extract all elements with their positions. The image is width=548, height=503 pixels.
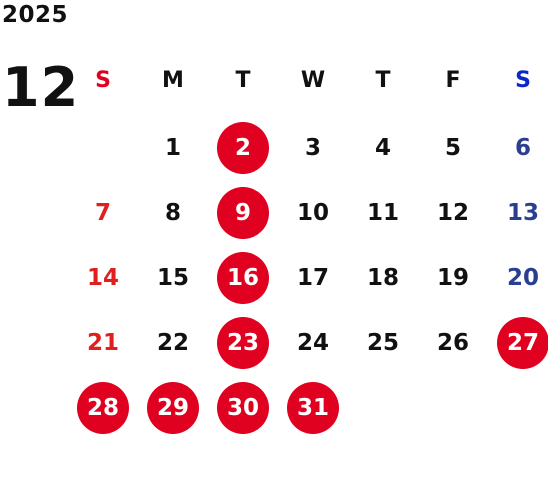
day-number: 19 bbox=[436, 264, 469, 291]
weekday-header-tuesday: T bbox=[235, 67, 251, 93]
year-label: 2025 bbox=[2, 2, 69, 28]
day-cell: 6 bbox=[488, 115, 548, 180]
day-cell: 17 bbox=[278, 245, 348, 310]
day-number: 20 bbox=[506, 264, 539, 291]
weekday-header-wednesday: W bbox=[300, 67, 326, 93]
day-cell: 26 bbox=[418, 310, 488, 375]
day-number: 10 bbox=[296, 199, 329, 226]
day-number: 8 bbox=[164, 199, 181, 226]
day-number: 30 bbox=[217, 381, 269, 434]
day-number: 12 bbox=[436, 199, 469, 226]
day-number: 6 bbox=[514, 134, 531, 161]
day-cell: 15 bbox=[138, 245, 208, 310]
day-cell: 28 bbox=[68, 375, 138, 440]
weekday-header-sunday: S bbox=[95, 67, 111, 93]
day-number: 25 bbox=[366, 329, 399, 356]
day-cell: 24 bbox=[278, 310, 348, 375]
day-cell: 4 bbox=[348, 115, 418, 180]
day-number: 18 bbox=[366, 264, 399, 291]
day-number: 16 bbox=[217, 251, 269, 304]
day-number: 24 bbox=[296, 329, 329, 356]
day-cell bbox=[418, 375, 488, 440]
day-cell: 1 bbox=[138, 115, 208, 180]
weekday-header-friday: F bbox=[445, 67, 461, 93]
day-number: 17 bbox=[296, 264, 329, 291]
day-number: 27 bbox=[497, 316, 548, 369]
day-cell: 22 bbox=[138, 310, 208, 375]
day-cell: 20 bbox=[488, 245, 548, 310]
day-cell bbox=[488, 375, 548, 440]
day-cell: 12 bbox=[418, 180, 488, 245]
day-number: 7 bbox=[94, 199, 111, 226]
day-number: 2 bbox=[217, 121, 269, 174]
day-number: 23 bbox=[217, 316, 269, 369]
day-cell: 10 bbox=[278, 180, 348, 245]
day-cell: 30 bbox=[208, 375, 278, 440]
day-number: 26 bbox=[436, 329, 469, 356]
day-cell: 9 bbox=[208, 180, 278, 245]
day-number: 5 bbox=[444, 134, 461, 161]
day-cell: 13 bbox=[488, 180, 548, 245]
weekday-header-saturday: S bbox=[515, 67, 531, 93]
day-number: 22 bbox=[156, 329, 189, 356]
day-number: 9 bbox=[217, 186, 269, 239]
weekday-header-thursday: T bbox=[375, 67, 391, 93]
day-cell bbox=[348, 375, 418, 440]
day-number: 15 bbox=[156, 264, 189, 291]
day-number: 4 bbox=[374, 134, 391, 161]
month-number: 12 bbox=[2, 56, 80, 119]
day-cell bbox=[68, 115, 138, 180]
day-cell: 5 bbox=[418, 115, 488, 180]
day-cell: 14 bbox=[68, 245, 138, 310]
day-cell: 8 bbox=[138, 180, 208, 245]
day-cell: 11 bbox=[348, 180, 418, 245]
weekday-header-monday: M bbox=[162, 67, 184, 93]
day-cell: 18 bbox=[348, 245, 418, 310]
calendar-grid: S M T W T F S 1 2 3 4 5 6 7 8 9 10 11 12… bbox=[68, 45, 548, 440]
day-number: 21 bbox=[86, 329, 119, 356]
day-cell: 19 bbox=[418, 245, 488, 310]
day-number: 13 bbox=[506, 199, 539, 226]
day-number: 3 bbox=[304, 134, 321, 161]
day-cell: 7 bbox=[68, 180, 138, 245]
day-number: 28 bbox=[77, 381, 129, 434]
day-cell: 27 bbox=[488, 310, 548, 375]
day-number: 1 bbox=[164, 134, 181, 161]
day-number: 11 bbox=[366, 199, 399, 226]
day-cell: 3 bbox=[278, 115, 348, 180]
day-cell: 29 bbox=[138, 375, 208, 440]
day-cell: 21 bbox=[68, 310, 138, 375]
day-number: 31 bbox=[287, 381, 339, 434]
day-cell: 31 bbox=[278, 375, 348, 440]
day-cell: 25 bbox=[348, 310, 418, 375]
day-cell: 23 bbox=[208, 310, 278, 375]
day-cell: 16 bbox=[208, 245, 278, 310]
day-number: 29 bbox=[147, 381, 199, 434]
day-number: 14 bbox=[86, 264, 119, 291]
day-cell: 2 bbox=[208, 115, 278, 180]
